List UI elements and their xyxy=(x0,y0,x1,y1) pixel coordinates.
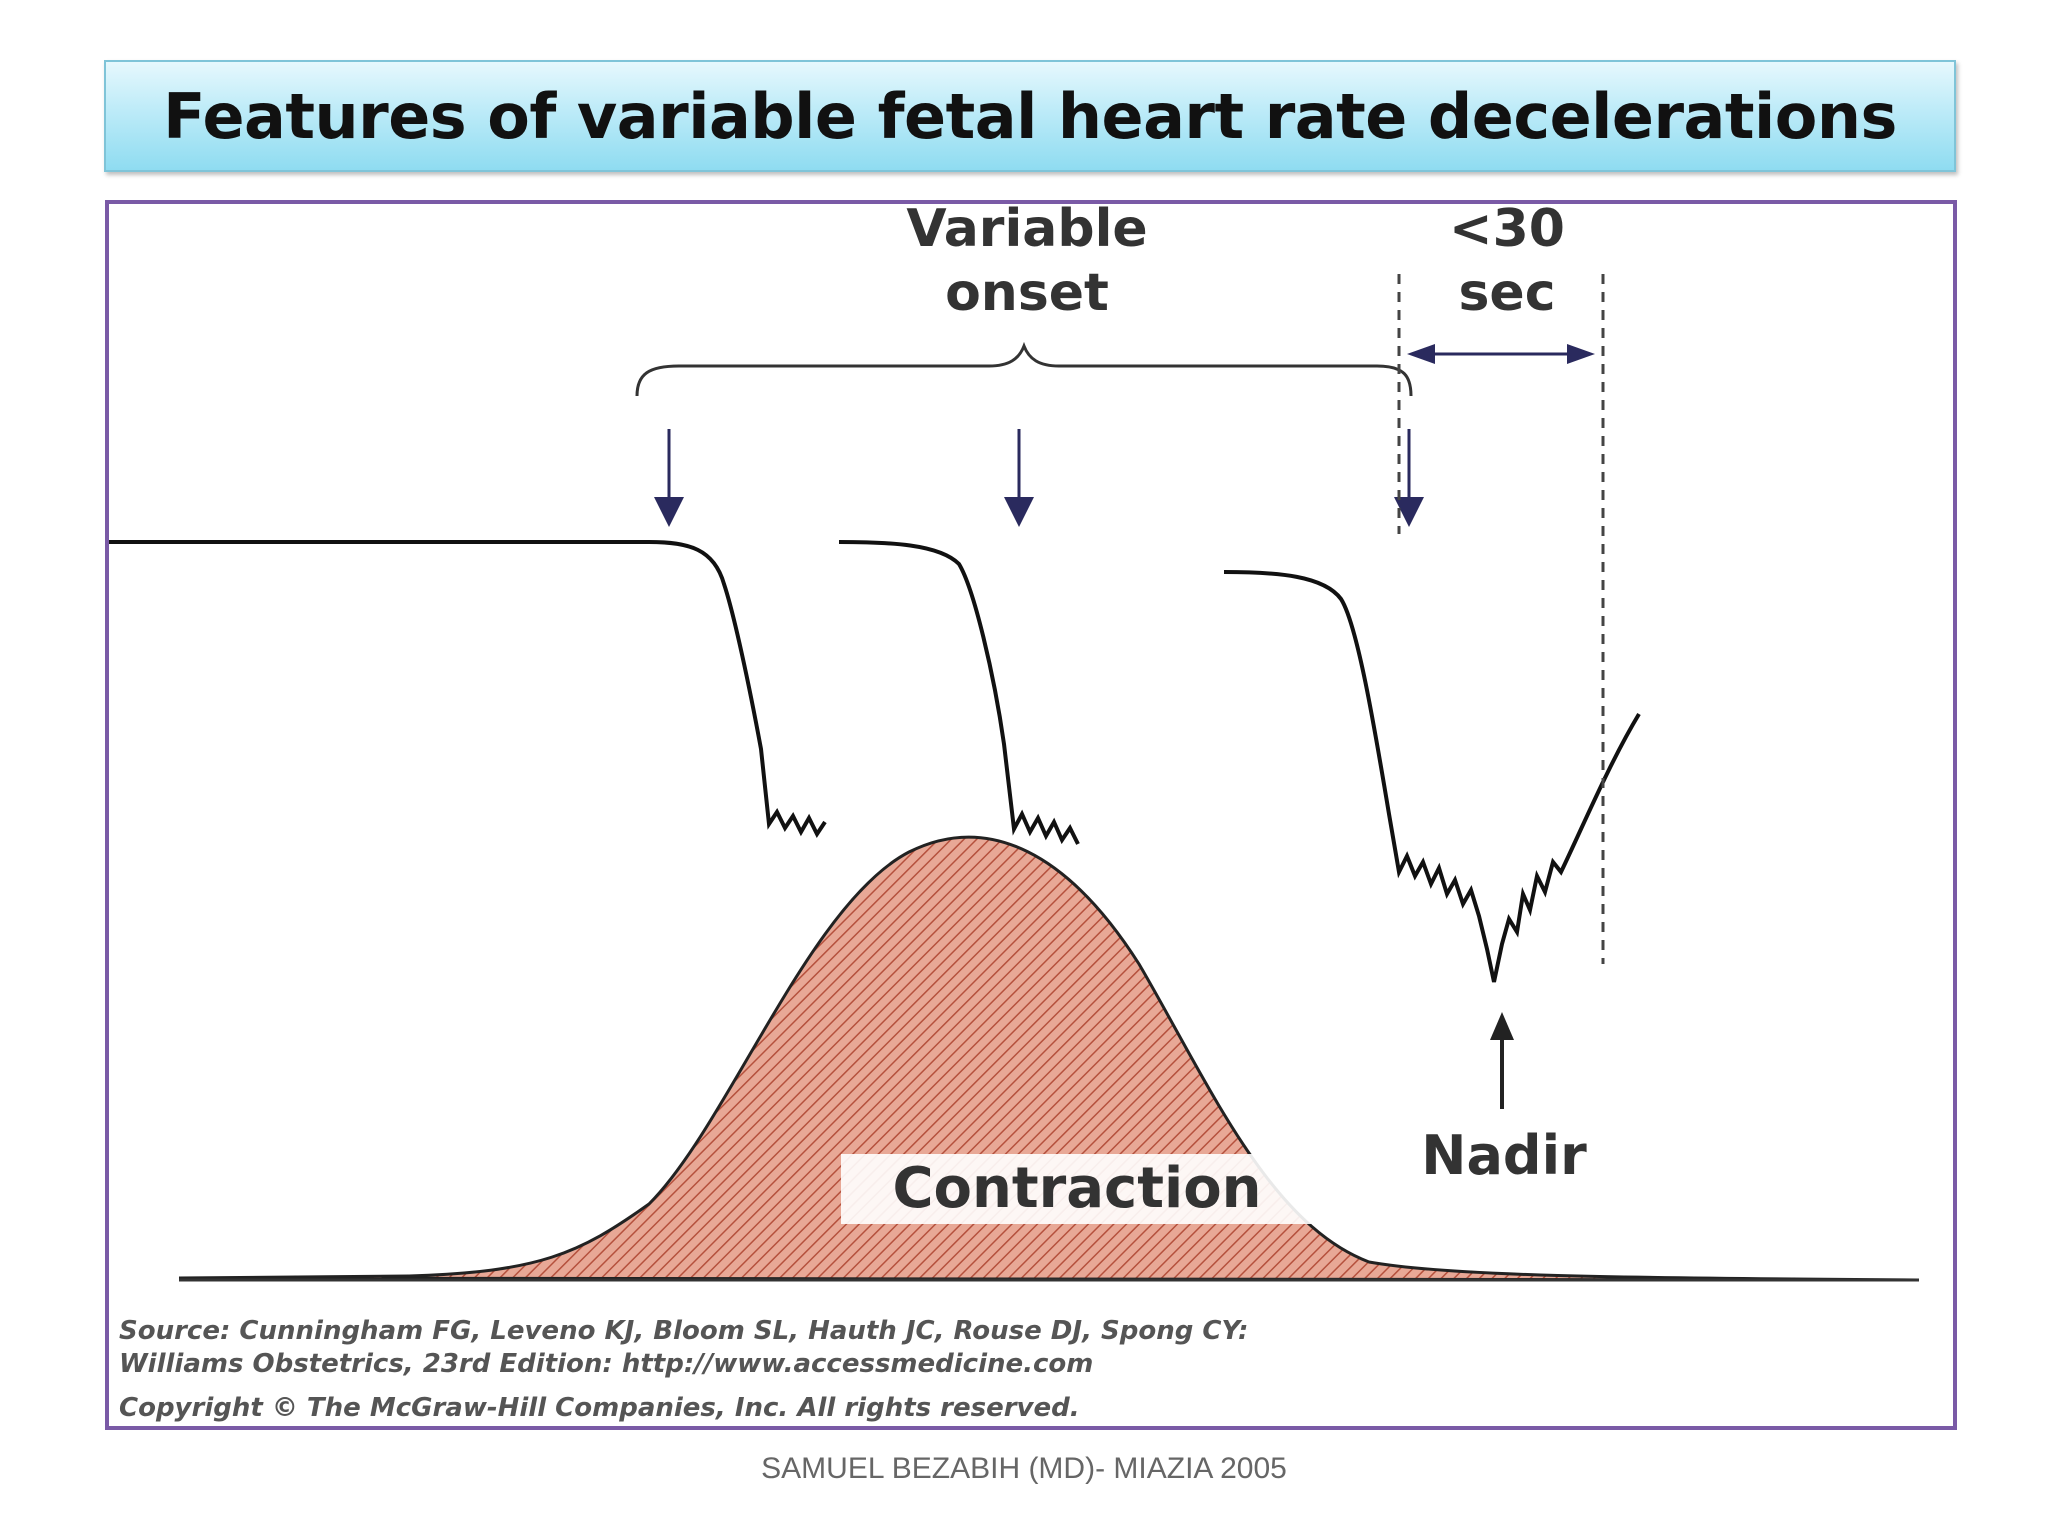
variable-onset-label-line1: Variable xyxy=(906,204,1147,259)
deceleration-diagram: Contraction Variable onset <30 sec Nadir… xyxy=(109,204,1920,1423)
slide-title-bar: Features of variable fetal heart rate de… xyxy=(104,60,1956,172)
source-line-1: Source: Cunningham FG, Leveno KJ, Bloom … xyxy=(119,1316,1248,1346)
variable-onset-label-line2: onset xyxy=(945,263,1109,323)
slide-title: Features of variable fetal heart rate de… xyxy=(163,79,1897,153)
nadir-label: Nadir xyxy=(1421,1124,1587,1187)
duration-arrowhead-left xyxy=(1407,344,1435,364)
contraction-label: Contraction xyxy=(892,1156,1261,1221)
fhr-trace-3 xyxy=(1223,570,1641,983)
fhr-trace-1 xyxy=(109,540,827,838)
contraction-label-box xyxy=(841,1154,1313,1224)
nadir-arrowhead xyxy=(1490,1012,1514,1040)
onset-brace xyxy=(635,341,1413,397)
contraction-curve xyxy=(178,835,1920,1282)
source-line-3: Copyright © The McGraw-Hill Companies, I… xyxy=(119,1393,1080,1423)
diagram-figure: Contraction Variable onset <30 sec Nadir… xyxy=(105,200,1957,1430)
fhr-trace-2 xyxy=(838,540,1080,845)
source-line-2: Williams Obstetrics, 23rd Edition: http:… xyxy=(119,1349,1093,1379)
duration-label-line2: sec xyxy=(1458,263,1555,323)
duration-arrowhead-right xyxy=(1567,344,1595,364)
slide-footer: SAMUEL BEZABIH (MD)- MIAZIA 2005 xyxy=(761,1452,1287,1485)
duration-label-line1: <30 xyxy=(1449,204,1565,259)
